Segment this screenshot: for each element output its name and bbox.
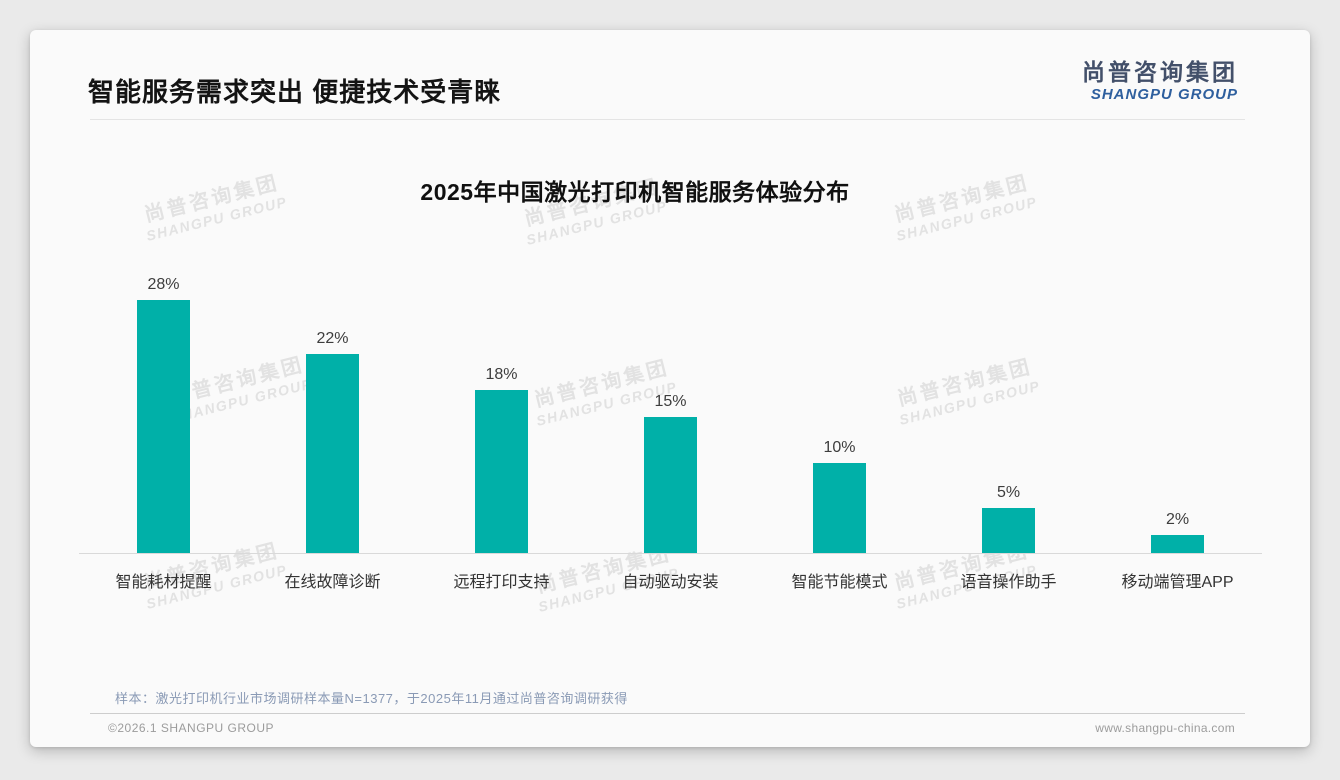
category-label: 远程打印支持 bbox=[453, 574, 550, 591]
bar bbox=[475, 390, 528, 553]
footer-divider bbox=[90, 713, 1245, 714]
bar-slot: 10% bbox=[755, 30, 924, 553]
bar-slot: 18% bbox=[417, 30, 586, 553]
bar-value-label: 28% bbox=[147, 276, 180, 293]
bar-slot: 22% bbox=[248, 30, 417, 553]
category-label: 自动驱动安装 bbox=[622, 574, 719, 591]
header-divider bbox=[90, 119, 1245, 120]
website-url: www.shangpu-china.com bbox=[1095, 721, 1235, 735]
bar-slot: 2% bbox=[1093, 30, 1262, 553]
bar-value-label: 5% bbox=[996, 484, 1021, 501]
bar-slot: 15% bbox=[586, 30, 755, 553]
category-label: 移动端管理APP bbox=[1121, 574, 1234, 591]
bar-slot: 28% bbox=[79, 30, 248, 553]
x-axis-line bbox=[79, 553, 1262, 554]
bar bbox=[1151, 535, 1204, 553]
slide-content: 智能服务需求突出 便捷技术受青睐 尚普咨询集团 SHANGPU GROUP 20… bbox=[30, 30, 1310, 747]
sample-footnote: 样本：激光打印机行业市场调研样本量N=1377，于2025年11月通过尚普咨询调… bbox=[115, 691, 628, 706]
bar-value-label: 10% bbox=[823, 439, 856, 456]
bar-slot: 5% bbox=[924, 30, 1093, 553]
chart-title: 2025年中国激光打印机智能服务体验分布 bbox=[420, 179, 850, 205]
page-title: 智能服务需求突出 便捷技术受青睐 bbox=[88, 77, 502, 107]
category-label: 智能节能模式 bbox=[791, 574, 888, 591]
bar-value-label: 18% bbox=[485, 366, 518, 383]
bar-value-label: 2% bbox=[1165, 511, 1190, 528]
category-label: 语音操作助手 bbox=[960, 574, 1057, 591]
bar bbox=[644, 417, 697, 553]
category-label: 智能耗材提醒 bbox=[115, 574, 212, 591]
category-label: 在线故障诊断 bbox=[284, 574, 381, 591]
bar bbox=[306, 354, 359, 553]
logo-english-name: SHANGPU GROUP bbox=[1090, 86, 1238, 104]
category-labels: 智能耗材提醒 在线故障诊断 远程打印支持 自动驱动安装 智能节能模式 语音操作助手 移动端管… bbox=[79, 568, 1262, 592]
company-logo: 尚普咨询集团 SHANGPU GROUP bbox=[1082, 59, 1238, 104]
bar-chart: 28% 22% 18% 15% 10% 5% 2% bbox=[79, 30, 1262, 553]
copyright-text: ©2026.1 SHANGPU GROUP bbox=[108, 721, 275, 735]
slide-card: 尚普咨询集团 SHANGPU GROUP 尚普咨询集团 SHANGPU GROUP 尚普… bbox=[30, 30, 1310, 747]
bar bbox=[982, 508, 1035, 553]
bar-value-label: 22% bbox=[316, 330, 349, 347]
bar bbox=[137, 300, 190, 553]
bar-value-label: 15% bbox=[654, 393, 687, 410]
logo-chinese-name: 尚普咨询集团 bbox=[1082, 59, 1238, 85]
bar bbox=[813, 463, 866, 553]
